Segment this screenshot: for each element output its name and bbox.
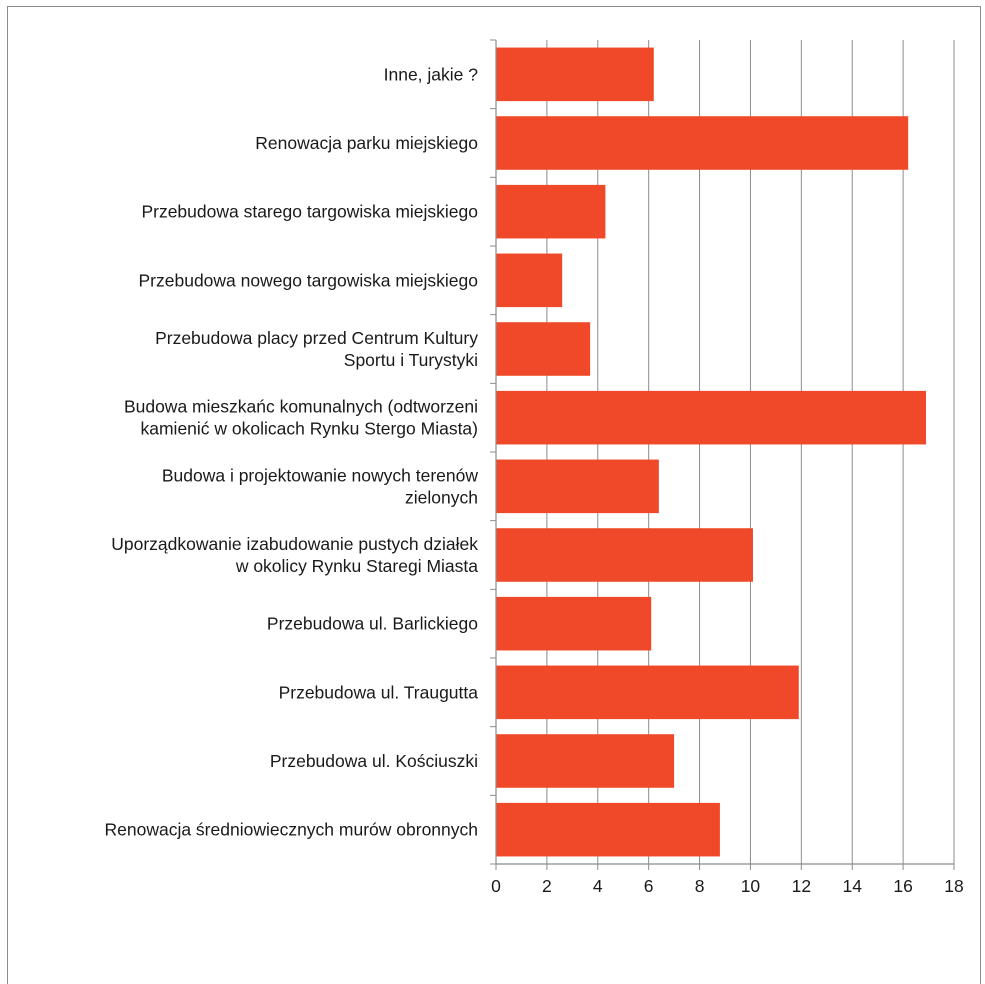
category-label-8: Przebudowa ul. Barlickiego bbox=[267, 614, 478, 634]
x-tick-label-2: 2 bbox=[542, 876, 552, 896]
category-label-line: Budowa mieszkańc komunalnych (odtworzeni bbox=[124, 397, 478, 417]
category-label-9: Przebudowa ul. Traugutta bbox=[279, 682, 479, 702]
category-label-line: Przebudowa starego targowiska miejskiego bbox=[141, 202, 478, 222]
grid-lines bbox=[546, 40, 955, 864]
bar-4 bbox=[496, 322, 591, 376]
category-label-line: Uporządkowanie izabudowanie pustych dzia… bbox=[111, 534, 478, 554]
bar-3 bbox=[496, 253, 563, 308]
category-label-line: Przebudowa ul. Traugutta bbox=[279, 682, 479, 702]
category-label-0: Inne, jakie ? bbox=[384, 64, 479, 84]
x-tick-label-18: 18 bbox=[944, 876, 963, 896]
bar-7 bbox=[496, 528, 753, 582]
bar-6 bbox=[496, 459, 659, 514]
category-label-line: zielonych bbox=[405, 487, 478, 507]
category-labels: Inne, jakie ? Renowacja parku miejskiego P… bbox=[104, 64, 478, 839]
category-label-line: Przebudowa nowego targowiska miejskiego bbox=[139, 270, 479, 290]
x-tick-label-0: 0 bbox=[491, 876, 501, 896]
category-label-5: Budowa mieszkańc komunalnych (odtworzeni… bbox=[124, 397, 478, 439]
category-label-line: Przebudowa ul. Barlickiego bbox=[267, 614, 478, 634]
bar-5 bbox=[496, 390, 927, 445]
bar-11 bbox=[496, 802, 720, 857]
category-label-10: Przebudowa ul. Kościuszki bbox=[270, 751, 478, 771]
category-label-line: kamienić w okolicach Rynku Stergo Miasta… bbox=[141, 419, 479, 439]
bar-10 bbox=[496, 734, 675, 788]
category-label-2: Przebudowa starego targowiska miejskiego bbox=[141, 202, 478, 222]
category-label-4: Przebudowa placy przed Centrum Kultury Sp… bbox=[155, 328, 478, 370]
bar-2 bbox=[496, 184, 606, 239]
bar-9 bbox=[496, 665, 799, 720]
x-tick-label-10: 10 bbox=[741, 876, 761, 896]
x-tick-label-4: 4 bbox=[593, 876, 603, 896]
category-label-line: Inne, jakie ? bbox=[384, 64, 479, 84]
bar-1 bbox=[496, 116, 909, 170]
category-label-line: Przebudowa ul. Kościuszki bbox=[270, 751, 478, 771]
x-tick-label-14: 14 bbox=[842, 876, 862, 896]
category-label-line: Renowacja średniowiecznych murów obronny… bbox=[104, 820, 478, 840]
category-label-1: Renowacja parku miejskiego bbox=[255, 133, 478, 153]
tick-labels: 0 2 4 6 8 10 12 14 16 18 bbox=[491, 876, 964, 896]
category-label-7: Uporządkowanie izabudowanie pustych dzia… bbox=[111, 534, 478, 576]
category-label-line: Budowa i projektowanie nowych terenów bbox=[162, 465, 479, 485]
category-label-line: Renowacja parku miejskiego bbox=[255, 133, 478, 153]
axes bbox=[490, 39, 955, 870]
category-label-line: Sportu i Turystyki bbox=[344, 350, 478, 370]
x-tick-label-6: 6 bbox=[644, 876, 654, 896]
bars bbox=[496, 47, 927, 857]
category-label-6: Budowa i projektowanie nowych terenów zie… bbox=[162, 465, 479, 507]
x-tick-label-16: 16 bbox=[893, 876, 912, 896]
bar-0 bbox=[496, 47, 654, 102]
category-label-11: Renowacja średniowiecznych murów obronny… bbox=[104, 820, 478, 840]
category-label-line: w okolicy Rynku Staregi Miasta bbox=[235, 556, 478, 576]
x-tick-label-8: 8 bbox=[695, 876, 705, 896]
category-label-line: Przebudowa placy przed Centrum Kultury bbox=[155, 328, 478, 348]
bar-8 bbox=[496, 596, 652, 651]
x-tick-label-12: 12 bbox=[792, 876, 811, 896]
category-label-3: Przebudowa nowego targowiska miejskiego bbox=[139, 270, 479, 290]
